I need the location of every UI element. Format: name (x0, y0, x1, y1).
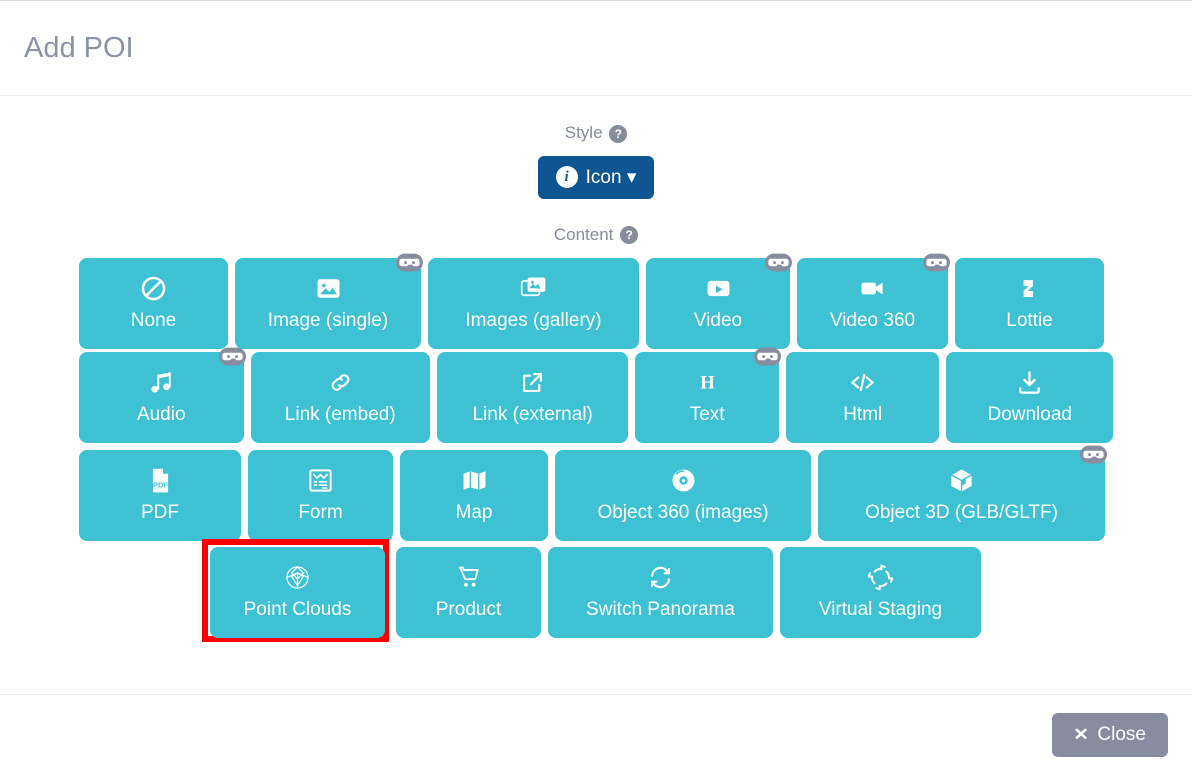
svg-text:PDF: PDF (152, 480, 168, 489)
svg-text:H: H (700, 372, 715, 393)
